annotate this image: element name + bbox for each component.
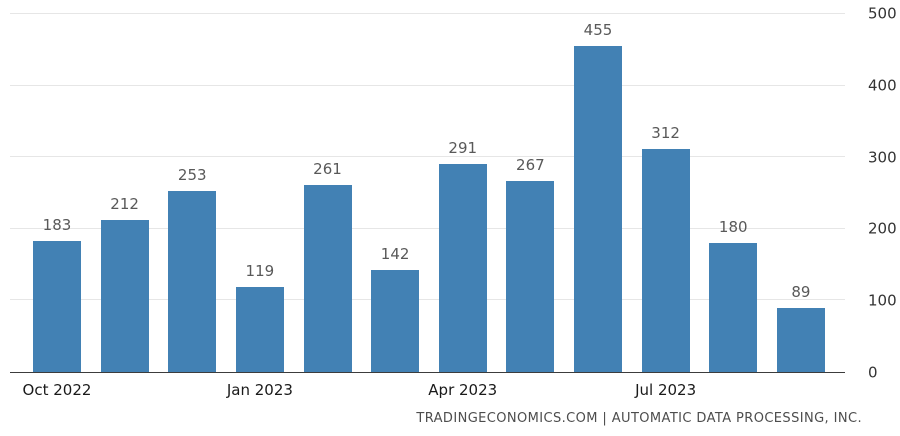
bar-group: 89: [776, 14, 825, 372]
bar-value-label: 183: [42, 215, 72, 234]
x-tick-label: Jul 2023: [635, 381, 697, 399]
x-tick-label: Jan 2023: [226, 381, 293, 399]
bar-group: 253: [168, 14, 217, 372]
bar[interactable]: [641, 148, 690, 372]
bar-group: 142: [371, 14, 420, 372]
y-tick-label: 0: [868, 363, 878, 382]
y-tick-label: 100: [868, 291, 897, 310]
bar-group: 183 Oct 2022: [23, 14, 92, 399]
y-tick-label: 300: [868, 148, 897, 167]
y-axis: 0 100 200 300 400 500: [845, 6, 900, 380]
y-tick-label: 400: [868, 76, 897, 95]
bar-value-label: 212: [110, 195, 139, 214]
bar[interactable]: [100, 220, 149, 372]
gridline: [10, 156, 845, 158]
bar[interactable]: [371, 270, 420, 372]
gridline: [10, 299, 845, 301]
bar-group: 180: [709, 14, 758, 372]
gridlines: [10, 13, 845, 372]
bar-value-label: 291: [448, 138, 478, 157]
bar-group: 455: [574, 14, 622, 372]
bar[interactable]: [438, 163, 487, 372]
bar-group: 119 Jan 2023: [227, 14, 293, 399]
bar-value-label: 312: [651, 123, 680, 142]
bar-value-label: 267: [516, 155, 545, 174]
plot-area[interactable]: 183 Oct 2022 212 253 119 Jan 2023 261 142 291 Apr…: [10, 13, 845, 399]
bar[interactable]: [574, 46, 622, 372]
bar-group: 291 Apr 2023: [428, 14, 497, 399]
bar-group: 312 Jul 2023: [635, 14, 696, 399]
bar[interactable]: [303, 185, 352, 372]
bar-value-label: 142: [380, 245, 410, 264]
bar-group: 212: [100, 14, 149, 372]
bar-group: 267: [506, 14, 555, 372]
bar[interactable]: [235, 286, 284, 372]
gridline: [10, 13, 845, 14]
bar[interactable]: [168, 190, 217, 372]
bar-value-label: 89: [791, 283, 811, 302]
bar-value-label: 455: [583, 21, 613, 40]
bar-value-label: 261: [313, 160, 342, 179]
y-tick-label: 200: [868, 219, 897, 238]
gridline: [10, 227, 845, 229]
bars: 183 Oct 2022 212 253 119 Jan 2023 261 142 291 Apr…: [10, 14, 845, 399]
x-tick-label: Oct 2022: [22, 381, 92, 399]
chart-source-attribution: TRADINGECONOMICS.COM | AUTOMATIC DATA PR…: [416, 411, 862, 426]
bar[interactable]: [709, 243, 758, 372]
bar-value-label: 253: [177, 165, 207, 184]
bar-value-label: 119: [245, 261, 275, 280]
x-tick-label: Apr 2023: [428, 381, 498, 399]
bar[interactable]: [33, 240, 81, 372]
y-tick-label: 500: [868, 4, 897, 23]
bar[interactable]: [776, 308, 825, 372]
bar[interactable]: [506, 180, 555, 372]
bar-value-label: 180: [718, 218, 748, 237]
gridline: [10, 84, 845, 86]
bar-group: 261: [303, 14, 352, 372]
